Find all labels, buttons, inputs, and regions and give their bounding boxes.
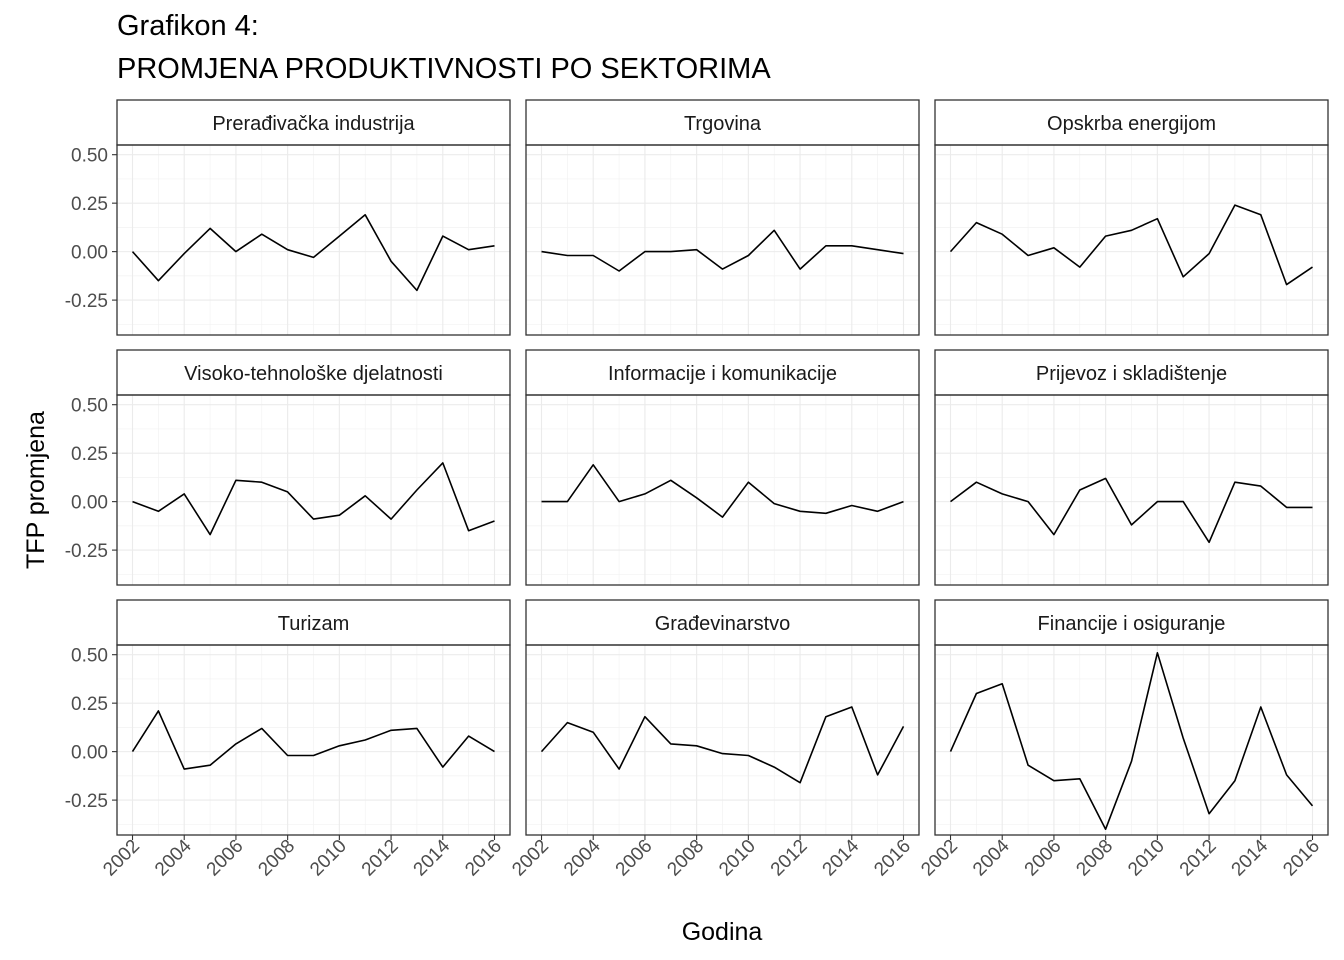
x-tick-label: 2006 <box>612 836 657 881</box>
x-tick-label: 2008 <box>254 836 299 881</box>
x-tick-label: 2002 <box>99 836 144 881</box>
facet-strip <box>116 349 511 396</box>
y-tick-label: -0.25 <box>65 541 108 562</box>
x-tick-label: 2008 <box>663 836 708 881</box>
facet-strip <box>525 349 920 396</box>
x-tick-label: 2012 <box>358 836 403 881</box>
facet-label: Građevinarstvo <box>655 613 791 635</box>
x-tick-label: 2014 <box>410 835 455 880</box>
x-tick-label: 2014 <box>1228 835 1273 880</box>
series-line <box>950 477 1313 544</box>
facet-panel: Prijevoz i skladištenje <box>934 349 1329 586</box>
series-line <box>132 462 495 536</box>
x-axis-title: Godina <box>682 918 763 946</box>
x-tick-label: 2016 <box>1279 836 1324 881</box>
x-tick-label: 2014 <box>819 835 864 880</box>
x-tick-label: 2008 <box>1072 836 1117 881</box>
facet-strip <box>525 599 920 646</box>
panel-border <box>525 644 920 836</box>
facet-grid: Prerađivačka industrija 0.50 0.25 0.00 -0.25… <box>65 99 1329 881</box>
y-tick-label: -0.25 <box>65 791 108 812</box>
facet-panel: Informacije i komunikacije <box>525 349 920 586</box>
facet-panel: Opskrba energijom <box>934 99 1329 336</box>
panel-border <box>116 144 511 336</box>
panel-border <box>116 394 511 586</box>
facet-label: Prijevoz i skladištenje <box>1036 363 1227 385</box>
facet-label: Prerađivačka industrija <box>212 113 415 135</box>
series-line <box>131 710 495 770</box>
x-tick-label: 2010 <box>306 836 351 881</box>
panel-border <box>116 644 511 836</box>
panel-border <box>934 394 1329 586</box>
facet-panel: Visoko-tehnološke djelatnosti 0.50 0.25 0.0… <box>65 349 511 586</box>
panel-border <box>934 644 1329 836</box>
y-tick-label: 0.50 <box>71 646 108 667</box>
x-tick-label: 2006 <box>1021 836 1066 881</box>
y-tick-label: 0.25 <box>71 194 108 215</box>
y-axis-title: TFP promjena <box>22 411 50 569</box>
facet-panel: Prerađivačka industrija 0.50 0.25 0.00 -0.25 <box>65 99 511 336</box>
series-line <box>949 651 1314 831</box>
chart-title-line1: Grafikon 4: <box>117 10 259 42</box>
facet-strip <box>116 99 511 146</box>
y-tick-label: 0.00 <box>71 743 108 764</box>
x-tick-label: 2002 <box>917 836 962 881</box>
x-tick-label: 2006 <box>203 836 248 881</box>
series-line <box>131 214 495 292</box>
series-line <box>541 229 904 272</box>
x-tick-label: 2016 <box>461 836 506 881</box>
x-tick-label: 2004 <box>969 835 1014 880</box>
y-tick-label: 0.25 <box>71 444 108 465</box>
y-tick-label: 0.25 <box>71 694 108 715</box>
panel-border <box>934 144 1329 336</box>
facet-label: Trgovina <box>684 113 762 135</box>
series-line <box>540 706 905 784</box>
facet-label: Turizam <box>278 613 349 635</box>
x-tick-label: 2004 <box>560 835 605 880</box>
x-tick-label: 2016 <box>870 836 915 881</box>
x-tick-label: 2002 <box>508 836 553 881</box>
panel-border <box>525 394 920 586</box>
x-tick-label: 2012 <box>1176 836 1221 881</box>
facet-strip <box>934 349 1329 396</box>
x-tick-label: 2010 <box>1124 836 1169 881</box>
facet-strip <box>934 99 1329 146</box>
series-line <box>949 204 1313 286</box>
y-tick-label: 0.50 <box>71 396 108 417</box>
facet-label: Financije i osiguranje <box>1038 613 1226 635</box>
chart-title-line2: PROMJENA PRODUKTIVNOSTI PO SEKTORIMA <box>117 53 771 85</box>
x-tick-label: 2004 <box>151 835 196 880</box>
y-tick-label: 0.00 <box>71 493 108 514</box>
y-tick-label: -0.25 <box>65 291 108 312</box>
facet-label: Informacije i komunikacije <box>608 363 837 385</box>
panel-border <box>525 144 920 336</box>
facet-strip <box>525 99 920 146</box>
x-tick-label: 2010 <box>715 836 760 881</box>
y-tick-label: 0.50 <box>71 146 108 167</box>
x-tick-label: 2012 <box>767 836 812 881</box>
series-line <box>541 463 904 518</box>
facet-strip <box>934 599 1329 646</box>
y-tick-label: 0.00 <box>71 243 108 264</box>
facet-label: Opskrba energijom <box>1047 113 1216 135</box>
facet-panel: Trgovina <box>525 99 920 336</box>
facet-label: Visoko-tehnološke djelatnosti <box>184 363 443 385</box>
facet-panel: Turizam 0.50 0.25 0.00 -0.25 2002 2004 2006 2008… <box>65 599 511 881</box>
